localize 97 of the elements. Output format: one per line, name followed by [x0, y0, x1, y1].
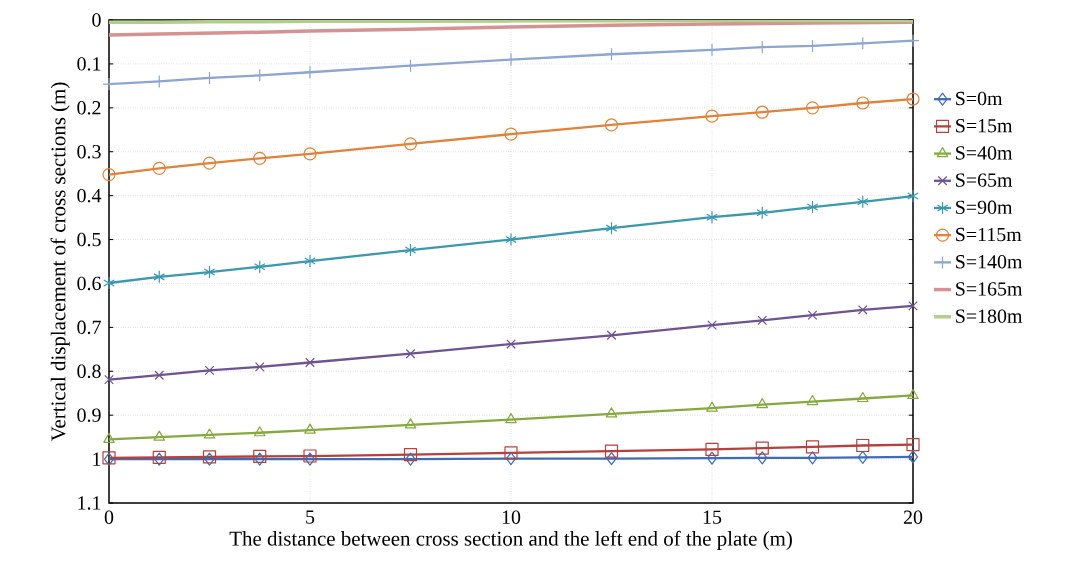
point	[706, 210, 718, 224]
y-tick-label: 1	[93, 452, 101, 466]
y-tick-label: 0.8	[77, 364, 101, 379]
point	[153, 270, 166, 284]
x-axis-title: The distance between cross section and the left end of the plate (m)	[229, 530, 792, 550]
point	[152, 161, 166, 176]
point	[154, 370, 165, 381]
point	[305, 357, 315, 368]
point	[856, 96, 870, 110]
point	[504, 127, 518, 141]
point	[505, 452, 517, 466]
point	[202, 156, 217, 170]
point	[404, 243, 417, 257]
y-tick-label: 0.3	[77, 144, 101, 159]
point	[807, 451, 818, 465]
x-tick-label: 0	[104, 510, 114, 524]
y-tick-label: 0.4	[77, 188, 102, 203]
point	[605, 407, 618, 418]
point	[253, 426, 266, 437]
point	[505, 412, 517, 424]
point	[907, 189, 919, 203]
point	[907, 450, 919, 464]
point	[756, 206, 769, 220]
point	[755, 441, 769, 455]
x-tick-label: 5	[306, 510, 315, 524]
point	[606, 452, 617, 466]
point	[103, 432, 115, 443]
point	[605, 221, 618, 235]
point	[705, 442, 719, 457]
y-axis-title: Vertical displacement of cross sections (m)	[50, 82, 70, 442]
y-tick-label: 0.9	[77, 408, 101, 422]
point	[254, 362, 265, 372]
point	[203, 428, 216, 439]
point	[906, 92, 920, 106]
legend-label: S=165m	[956, 282, 1023, 296]
point	[604, 118, 619, 132]
y-tick-label: 0.7	[77, 320, 101, 335]
point	[604, 444, 619, 458]
point	[153, 430, 166, 441]
legend-label: S=0m	[956, 91, 1003, 106]
point	[856, 438, 870, 453]
point	[705, 109, 719, 123]
point	[805, 440, 820, 454]
point	[755, 105, 769, 119]
point	[506, 339, 516, 349]
point	[706, 401, 718, 412]
point	[806, 200, 819, 214]
y-tick-label: 0.6	[77, 276, 101, 291]
point	[405, 348, 416, 359]
point	[856, 195, 869, 209]
point	[806, 394, 819, 406]
point	[505, 232, 517, 247]
x-tick-label: 15	[703, 510, 722, 524]
point	[756, 398, 769, 409]
y-tick-label: 1.1	[78, 496, 101, 510]
y-tick-label: 0.1	[77, 57, 101, 71]
point	[757, 451, 768, 465]
point	[908, 301, 918, 311]
point	[907, 388, 919, 400]
point	[805, 101, 820, 115]
point	[757, 315, 768, 326]
point	[304, 254, 316, 268]
legend-label: S=90m	[956, 200, 1013, 215]
point	[403, 448, 418, 462]
legend-label: S=15m	[956, 119, 1013, 133]
legend-label: S=140m	[956, 255, 1023, 269]
point	[304, 423, 316, 434]
x-tick-label: 10	[502, 510, 521, 524]
point	[405, 452, 416, 466]
legend-label: S=115m	[956, 227, 1022, 242]
point	[504, 446, 518, 460]
legend-label: S=65m	[956, 173, 1013, 187]
legend-label: S=180m	[956, 309, 1023, 323]
x-tick-label: 20	[903, 510, 923, 524]
point	[203, 265, 216, 279]
point	[403, 137, 418, 151]
y-tick-label: 0.5	[77, 232, 101, 247]
point	[856, 391, 869, 403]
point	[202, 71, 217, 85]
point	[857, 450, 868, 464]
point	[253, 151, 267, 165]
point	[606, 330, 617, 341]
point	[103, 276, 115, 290]
point	[706, 451, 718, 465]
point	[807, 310, 818, 320]
point	[102, 167, 116, 182]
point	[857, 304, 868, 315]
point	[204, 365, 215, 376]
point	[104, 374, 114, 385]
legend-label: S=40m	[956, 146, 1013, 160]
point	[303, 147, 317, 161]
point	[707, 320, 717, 331]
y-tick-label: 0	[92, 13, 101, 27]
point	[906, 438, 920, 452]
y-tick-label: 0.2	[77, 101, 101, 115]
point	[404, 418, 417, 429]
point	[253, 260, 266, 274]
